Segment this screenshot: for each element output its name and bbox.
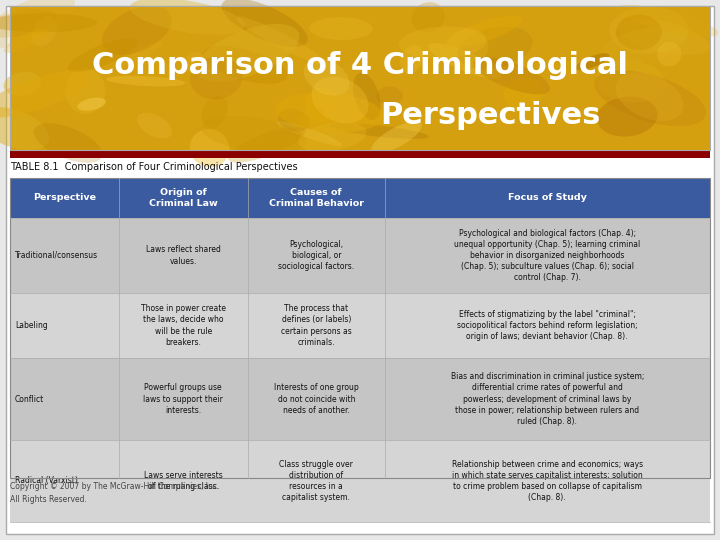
Ellipse shape xyxy=(4,72,41,96)
Ellipse shape xyxy=(0,70,92,118)
Ellipse shape xyxy=(190,57,243,99)
Text: Those in power create
the laws, decide who
will be the rule
breakers.: Those in power create the laws, decide w… xyxy=(140,305,226,347)
Bar xyxy=(10,358,710,440)
Text: Psychological,
biological, or
sociological factors.: Psychological, biological, or sociologic… xyxy=(278,240,354,271)
Ellipse shape xyxy=(474,57,550,94)
Ellipse shape xyxy=(616,72,683,121)
Ellipse shape xyxy=(297,108,324,127)
Bar xyxy=(10,6,710,150)
Text: Effects of stigmatizing by the label "criminal";
sociopolitical factors behind r: Effects of stigmatizing by the label "cr… xyxy=(457,310,638,341)
Text: Bias and discrimination in criminal justice system;
differential crime rates of : Bias and discrimination in criminal just… xyxy=(451,372,644,426)
Bar xyxy=(10,440,710,522)
Ellipse shape xyxy=(399,26,487,59)
Bar xyxy=(10,293,710,358)
Ellipse shape xyxy=(137,113,172,139)
Text: Labeling: Labeling xyxy=(15,321,48,330)
Ellipse shape xyxy=(305,87,340,123)
Ellipse shape xyxy=(278,109,310,132)
Text: Perspective: Perspective xyxy=(32,193,96,202)
Bar xyxy=(10,178,710,478)
Ellipse shape xyxy=(446,28,488,68)
Ellipse shape xyxy=(122,40,163,66)
Bar xyxy=(10,6,710,150)
Ellipse shape xyxy=(202,96,228,127)
Ellipse shape xyxy=(237,17,325,65)
Ellipse shape xyxy=(222,0,307,47)
Ellipse shape xyxy=(0,0,75,49)
Ellipse shape xyxy=(0,10,57,38)
Ellipse shape xyxy=(371,122,422,153)
Text: Relationship between crime and economics; ways
in which state serves capitalist : Relationship between crime and economics… xyxy=(451,460,643,502)
Text: Perspectives: Perspectives xyxy=(380,100,600,130)
Text: Conflict: Conflict xyxy=(15,395,44,403)
Ellipse shape xyxy=(503,77,544,110)
Text: Causes of
Criminal Behavior: Causes of Criminal Behavior xyxy=(269,188,364,208)
Ellipse shape xyxy=(400,45,423,73)
Ellipse shape xyxy=(276,122,342,146)
Text: Copyright © 2007 by The McGraw-Hill Companies, Inc.
All Rights Reserved.: Copyright © 2007 by The McGraw-Hill Comp… xyxy=(10,482,220,503)
Text: Laws reflect shared
values.: Laws reflect shared values. xyxy=(146,246,221,266)
Text: Radical (Varxist): Radical (Varxist) xyxy=(15,476,78,485)
Ellipse shape xyxy=(458,26,532,70)
Ellipse shape xyxy=(428,43,501,78)
Ellipse shape xyxy=(617,18,710,55)
Ellipse shape xyxy=(276,92,384,133)
Ellipse shape xyxy=(312,77,369,123)
Ellipse shape xyxy=(377,86,402,105)
Ellipse shape xyxy=(616,15,662,50)
Ellipse shape xyxy=(603,27,689,62)
Ellipse shape xyxy=(0,107,49,150)
Text: Powerful groups use
laws to support their
interests.: Powerful groups use laws to support thei… xyxy=(143,383,223,415)
Ellipse shape xyxy=(594,70,706,126)
Text: The process that
defines (or labels)
certain persons as
criminals.: The process that defines (or labels) cer… xyxy=(281,305,351,347)
Text: Traditional/consensus: Traditional/consensus xyxy=(15,251,98,260)
Ellipse shape xyxy=(304,59,349,96)
Ellipse shape xyxy=(575,53,609,70)
Bar xyxy=(10,150,710,158)
Text: Focus of Study: Focus of Study xyxy=(508,193,587,202)
Ellipse shape xyxy=(34,123,102,163)
Text: Interests of one group
do not coincide with
needs of another.: Interests of one group do not coincide w… xyxy=(274,383,359,415)
Ellipse shape xyxy=(32,16,57,46)
Ellipse shape xyxy=(102,6,171,55)
Ellipse shape xyxy=(77,98,106,111)
Text: TABLE 8.1  Comparison of Four Criminological Perspectives: TABLE 8.1 Comparison of Four Criminologi… xyxy=(10,162,297,172)
Text: Laws serve interests
of the ruling class.: Laws serve interests of the ruling class… xyxy=(144,471,222,491)
Ellipse shape xyxy=(4,29,48,53)
Ellipse shape xyxy=(196,24,300,82)
Text: Origin of
Criminal Law: Origin of Criminal Law xyxy=(149,188,217,208)
Ellipse shape xyxy=(107,76,185,86)
Ellipse shape xyxy=(597,97,657,137)
Ellipse shape xyxy=(201,116,307,153)
Ellipse shape xyxy=(0,14,97,32)
Ellipse shape xyxy=(130,0,245,35)
Ellipse shape xyxy=(190,129,230,167)
Text: Comparison of 4 Criminological: Comparison of 4 Criminological xyxy=(92,51,628,79)
Ellipse shape xyxy=(185,52,205,75)
Ellipse shape xyxy=(68,38,138,72)
Ellipse shape xyxy=(609,6,689,53)
Ellipse shape xyxy=(596,60,666,103)
Ellipse shape xyxy=(411,2,445,32)
Ellipse shape xyxy=(310,17,373,40)
Ellipse shape xyxy=(228,127,305,163)
Ellipse shape xyxy=(66,69,106,114)
Ellipse shape xyxy=(616,5,719,37)
Text: Class struggle over
distribution of
resources in a
capitalist system.: Class struggle over distribution of reso… xyxy=(279,460,354,502)
Ellipse shape xyxy=(353,73,381,120)
Ellipse shape xyxy=(657,42,681,66)
Bar xyxy=(10,178,710,218)
Bar xyxy=(10,218,710,293)
Ellipse shape xyxy=(329,123,429,139)
Text: Psychological and biological factors (Chap. 4);
unequal opportunity (Chap. 5); l: Psychological and biological factors (Ch… xyxy=(454,229,640,282)
Ellipse shape xyxy=(202,46,287,84)
Ellipse shape xyxy=(444,16,522,48)
Ellipse shape xyxy=(298,122,366,152)
